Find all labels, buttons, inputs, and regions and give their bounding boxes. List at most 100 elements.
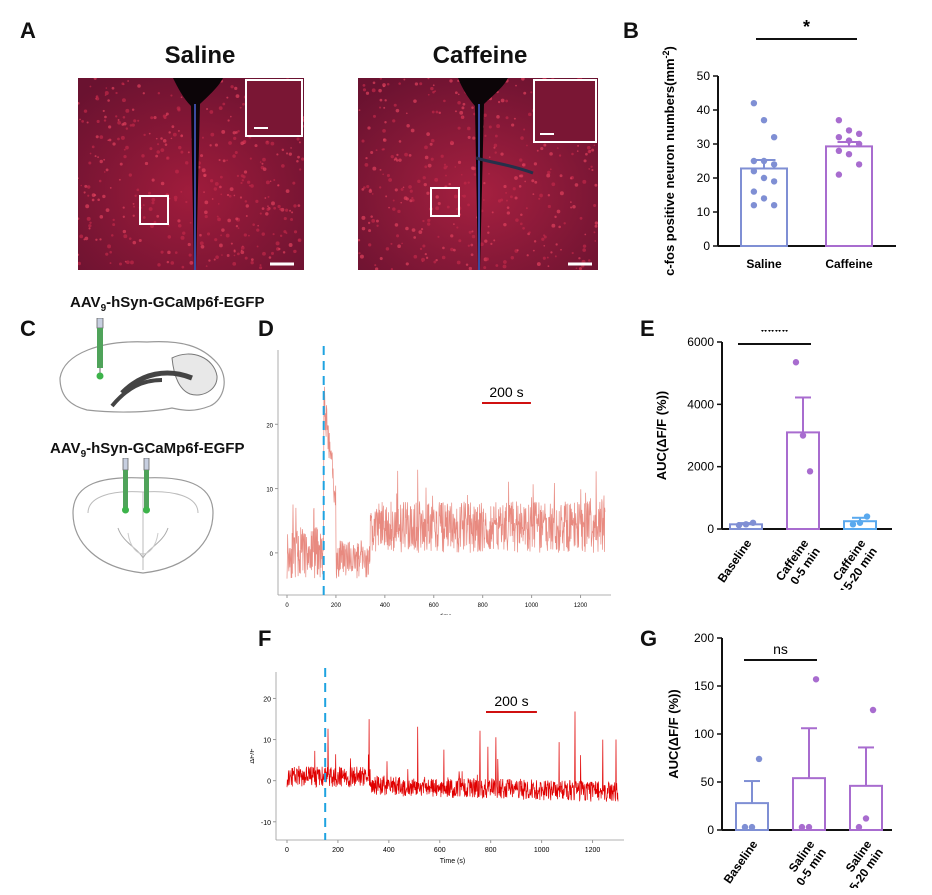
cell-dot <box>471 106 474 109</box>
cell-dot <box>563 222 566 225</box>
sagittal-brain-schematic <box>59 318 225 413</box>
cell-dot <box>289 209 292 212</box>
scale-bar-label: 200 s <box>489 384 523 400</box>
cell-dot <box>128 173 133 177</box>
saline-title: Saline <box>164 42 236 69</box>
cell-dot <box>454 166 457 168</box>
cell-dot <box>127 80 129 82</box>
x-tick-label: 0 <box>285 847 289 854</box>
cell-dot <box>132 214 135 217</box>
cell-dot <box>515 84 517 87</box>
cell-dot <box>220 193 223 196</box>
cell-dot <box>213 258 216 261</box>
cell-dot <box>442 246 445 250</box>
cell-dot <box>405 112 408 115</box>
cell-dot <box>104 115 107 119</box>
cell-dot <box>588 259 591 262</box>
cell-dot <box>534 180 538 184</box>
cell-dot <box>468 230 472 234</box>
cell-dot <box>230 85 234 89</box>
data-point <box>862 815 870 822</box>
cell-dot <box>248 234 250 237</box>
cell-dot <box>219 175 223 179</box>
cell-dot <box>404 152 408 157</box>
cell-dot <box>432 84 435 87</box>
cell-dot <box>448 182 451 186</box>
y-tick-label: 20 <box>263 696 271 703</box>
cell-dot <box>244 256 248 260</box>
data-point <box>855 823 863 831</box>
cell-dot <box>86 121 89 124</box>
cell-dot <box>533 162 538 166</box>
cell-dot <box>397 209 401 214</box>
cell-dot <box>148 132 151 135</box>
cell-dot <box>543 244 546 247</box>
cell-dot <box>503 222 507 227</box>
cell-dot <box>420 228 424 231</box>
data-point <box>869 706 877 714</box>
cell-dot <box>218 159 221 162</box>
cell-dot <box>261 207 265 210</box>
cell-dot <box>588 167 591 170</box>
cell-dot <box>175 169 179 174</box>
cell-dot <box>103 171 106 173</box>
cell-dot <box>509 195 513 199</box>
cell-dot <box>204 214 208 219</box>
cell-dot <box>269 180 272 183</box>
cell-dot <box>102 109 105 113</box>
cell-dot <box>455 207 458 211</box>
cell-dot <box>471 230 474 233</box>
cell-dot <box>259 266 263 270</box>
data-point <box>742 521 750 528</box>
cell-dot <box>241 179 245 182</box>
cell-dot <box>80 184 83 187</box>
y-tick-label: 20 <box>697 171 711 185</box>
cell-dot <box>403 196 408 200</box>
data-point <box>748 823 756 831</box>
cell-dot <box>461 106 465 110</box>
coronal-brain-schematic <box>72 458 214 574</box>
cell-dot <box>401 242 403 245</box>
cell-dot <box>265 140 270 145</box>
cell-dot <box>155 154 159 158</box>
cell-dot <box>427 78 430 80</box>
cell-dot <box>495 264 499 267</box>
cell-dot <box>243 139 247 144</box>
cell-dot <box>396 234 400 238</box>
cell-dot <box>594 221 598 225</box>
cell-dot <box>426 132 430 136</box>
cell-dot <box>500 152 504 156</box>
cell-dot <box>237 130 240 133</box>
cell-dot <box>487 225 490 228</box>
cell-dot <box>496 115 500 119</box>
cell-dot <box>213 187 218 191</box>
cell-dot <box>157 263 161 267</box>
cell-dot <box>97 198 100 202</box>
cell-dot <box>162 114 167 118</box>
cell-dot <box>510 256 514 260</box>
cell-dot <box>219 185 222 189</box>
cell-dot <box>394 223 399 227</box>
cell-dot <box>170 261 175 265</box>
cell-dot <box>424 252 427 256</box>
cell-dot <box>165 112 169 116</box>
cell-dot <box>493 239 496 242</box>
cell-dot <box>367 126 371 130</box>
cell-dot <box>167 235 172 239</box>
cell-dot <box>519 222 523 226</box>
cell-dot <box>413 99 417 103</box>
cell-dot <box>422 219 425 223</box>
cell-dot <box>521 163 526 167</box>
y-tick-label: 30 <box>697 137 711 151</box>
data-point <box>835 117 843 124</box>
cell-dot <box>142 216 146 219</box>
chart-g-auc-saline: 0 50 100 150 200 AUC(ΔF/F (%)) Baseline Saline0… <box>666 631 892 888</box>
cell-dot <box>233 250 236 253</box>
y-tick-label: 2000 <box>687 460 714 474</box>
cell-dot <box>379 168 382 171</box>
cell-dot <box>430 138 435 143</box>
cell-dot <box>443 163 447 166</box>
cell-dot <box>117 120 122 125</box>
cell-dot <box>471 234 476 239</box>
